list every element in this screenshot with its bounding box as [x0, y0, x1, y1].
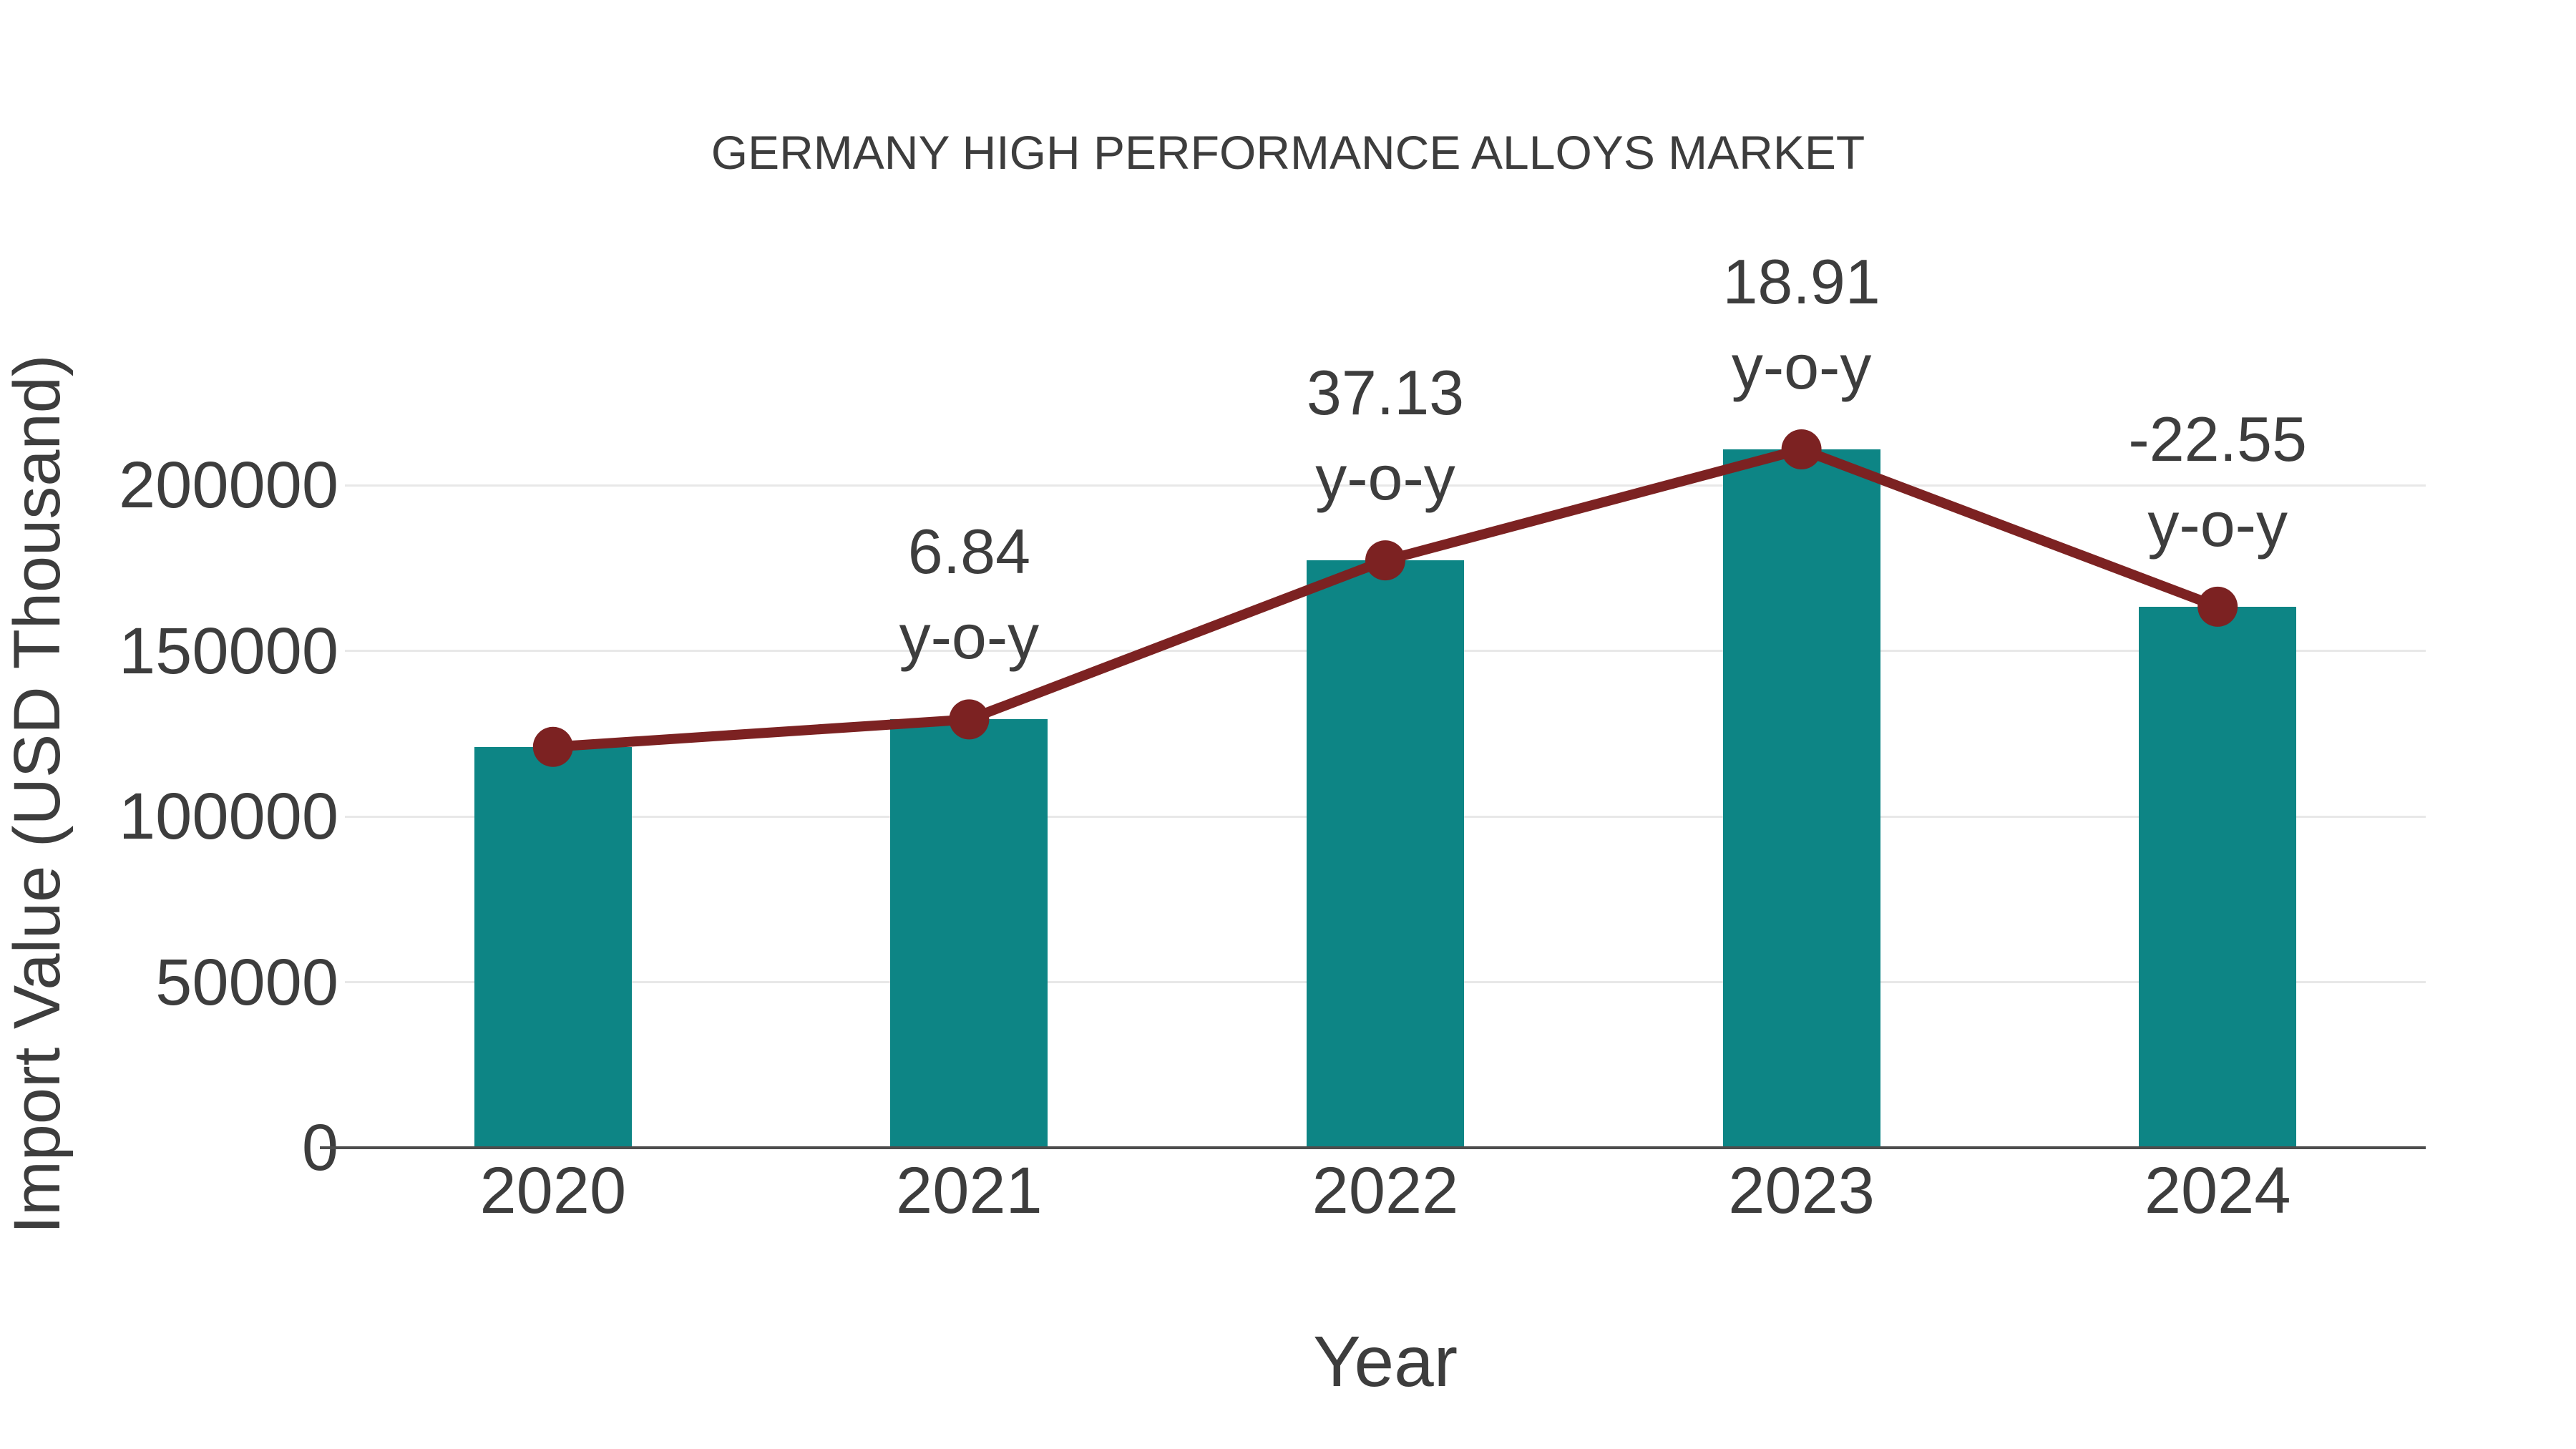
- bar-2023: [1722, 449, 1880, 1148]
- bar-2024: [2139, 606, 2297, 1148]
- x-tick-label-2023: 2023: [1728, 1154, 1875, 1227]
- x-tick-label-2022: 2022: [1312, 1154, 1459, 1227]
- marker-2024: [2197, 586, 2238, 627]
- marker-2023: [1781, 429, 1822, 469]
- annotation-2024-label: y-o-y: [2147, 488, 2288, 560]
- y-tick-label-100000: 100000: [119, 780, 338, 853]
- x-tick-label-2021: 2021: [896, 1154, 1043, 1227]
- x-axis-title: Year: [1312, 1322, 1458, 1402]
- chart-title: GERMANY HIGH PERFORMANCE ALLOYS MARKET: [711, 126, 1865, 179]
- annotation-2022-label: y-o-y: [1315, 442, 1455, 514]
- x-axis-line: [320, 1146, 2426, 1149]
- x-tick-label-2020: 2020: [479, 1154, 627, 1227]
- gridline-200000: [345, 484, 2426, 487]
- annotation-2024-value: -22.55: [2128, 403, 2307, 474]
- marker-2021: [949, 699, 990, 740]
- annotation-2023-label: y-o-y: [1731, 331, 1872, 402]
- bar-2020: [474, 746, 632, 1148]
- marker-2022: [1365, 540, 1405, 581]
- y-tick-label-50000: 50000: [155, 945, 338, 1019]
- annotation-2023-value: 18.91: [1722, 245, 1880, 317]
- annotation-2021-value: 6.84: [907, 516, 1031, 587]
- y-tick-label-150000: 150000: [119, 614, 338, 688]
- y-tick-label-200000: 200000: [119, 449, 338, 522]
- marker-2020: [532, 726, 573, 767]
- annotation-2021-label: y-o-y: [899, 601, 1040, 673]
- annotation-2022-value: 37.13: [1306, 357, 1465, 429]
- bar-2022: [1307, 560, 1464, 1148]
- x-tick-label-2024: 2024: [2144, 1154, 2291, 1227]
- bar-2021: [890, 719, 1048, 1148]
